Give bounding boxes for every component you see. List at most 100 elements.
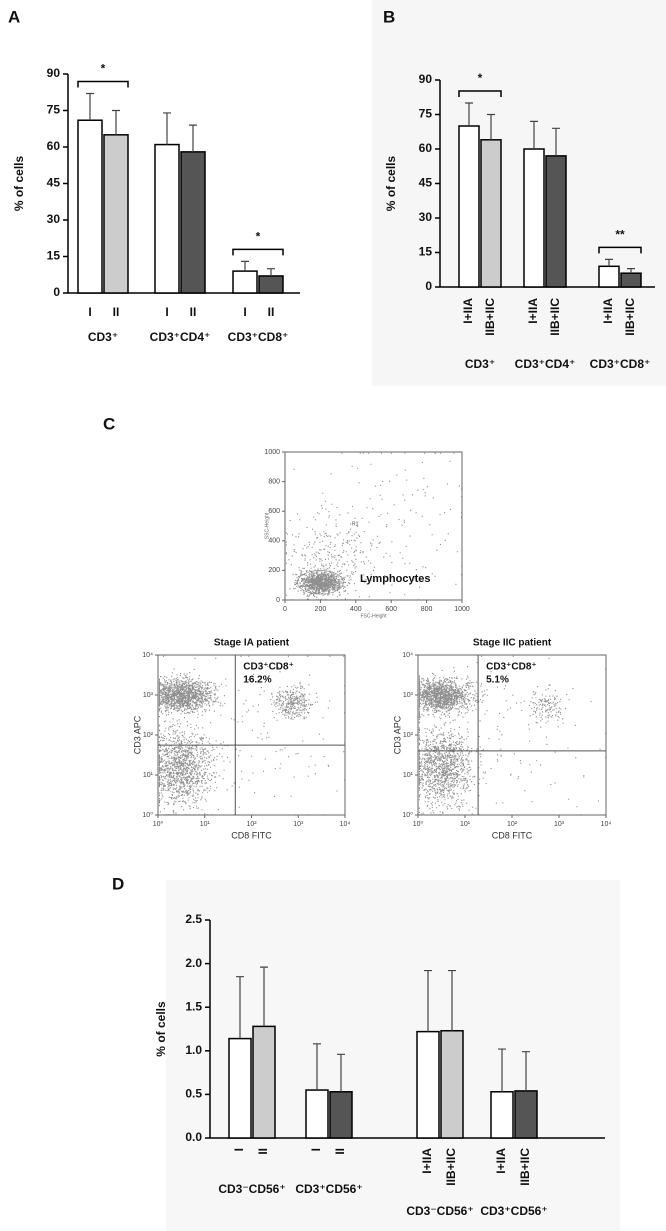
error-bar — [236, 976, 244, 1039]
error-bar — [86, 92, 94, 121]
bar-label: I — [88, 305, 91, 319]
x-tick-label: 10⁴ — [340, 821, 351, 828]
x-tick-label: 10² — [507, 821, 518, 828]
panel-letter: C — [103, 414, 115, 433]
plot-title: Stage IA patient — [214, 638, 290, 649]
panel-background — [372, 0, 666, 386]
x-tick-label: 10⁴ — [601, 821, 612, 828]
bar-label: I+IIA — [461, 298, 475, 324]
group-label: CD3⁺CD4⁺ — [515, 357, 576, 371]
y-tick-label: 600 — [268, 508, 280, 515]
bar — [620, 272, 642, 288]
y-tick-label: 15 — [419, 245, 433, 259]
x-axis-label: FSC-Height — [360, 613, 387, 619]
bar — [252, 1025, 276, 1139]
x-axis-label: CD8 FITC — [231, 830, 272, 840]
error-bar — [163, 112, 171, 145]
y-tick-label: 75 — [419, 107, 433, 121]
error-bar — [448, 969, 456, 1031]
error-bar — [267, 268, 275, 276]
gate-region — [297, 570, 344, 595]
y-tick-label: 45 — [419, 176, 433, 190]
bar — [258, 275, 284, 294]
error-bar — [487, 113, 495, 140]
y-tick-label: 200 — [268, 567, 280, 574]
bar-label: II — [190, 305, 197, 319]
bar — [440, 1029, 464, 1139]
bar-label: IIB+IIC — [483, 298, 497, 336]
x-tick-label: 400 — [350, 606, 362, 613]
event-cloud — [285, 452, 463, 601]
bar-label: I+IIA — [601, 298, 615, 324]
y-tick-label: 10⁰ — [402, 811, 413, 819]
error-bar — [498, 1048, 506, 1092]
y-tick-label: 0.0 — [185, 1130, 202, 1144]
bar — [514, 1090, 538, 1139]
significance-bracket — [458, 90, 502, 97]
group-label: CD3⁺CD8⁺ — [590, 357, 651, 371]
y-tick-label: 2.5 — [185, 912, 202, 926]
y-tick-label: 10² — [143, 732, 154, 739]
x-tick-label: 10³ — [554, 821, 565, 828]
error-bar — [189, 124, 197, 152]
y-tick-label: 45 — [47, 176, 61, 190]
x-tick-label: 10² — [246, 821, 257, 828]
bar — [490, 1091, 514, 1139]
group-label: CD3⁺CD56⁺ — [480, 1204, 547, 1218]
bar-label: II — [256, 1148, 270, 1155]
bar — [545, 155, 567, 288]
y-tick-label: 10⁰ — [142, 811, 153, 819]
x-tick-label: 600 — [385, 606, 397, 613]
significance-label: * — [101, 62, 106, 76]
y-tick-label: 2.0 — [185, 956, 202, 970]
y-tick-label: 60 — [47, 139, 61, 153]
y-tick-label: 30 — [419, 210, 433, 224]
y-tick-label: 0 — [53, 285, 60, 299]
bar-label: I — [309, 1148, 323, 1151]
x-tick-label: 0 — [283, 606, 287, 613]
bar — [416, 1030, 440, 1139]
error-bar — [313, 1043, 321, 1091]
y-tick-label: 10¹ — [403, 772, 414, 779]
x-tick-label: 10¹ — [200, 821, 211, 828]
error-bar — [465, 102, 473, 126]
event-cloud — [418, 655, 607, 816]
x-tick-label: 10⁰ — [153, 820, 164, 828]
error-bar — [260, 966, 268, 1027]
panel-letter: D — [112, 874, 124, 893]
y-tick-label: 1.5 — [185, 999, 202, 1013]
y-axis-label: SSC-Height — [264, 512, 270, 539]
error-bar — [530, 120, 538, 149]
quadrant-label: CD3⁺CD8⁺ — [486, 662, 537, 673]
y-tick-label: 10⁴ — [142, 652, 153, 659]
plot-title: Stage IIC patient — [473, 638, 552, 649]
y-axis-label: CD3 APC — [132, 715, 142, 754]
bar-label: IIB+IIC — [518, 1148, 532, 1186]
bar — [480, 139, 502, 288]
gate-label: R1 — [352, 521, 359, 527]
x-tick-label: 10³ — [293, 821, 304, 828]
bar-label: II — [113, 305, 120, 319]
y-tick-label: 90 — [419, 72, 433, 86]
bar — [458, 125, 480, 288]
bar-label: I — [243, 305, 246, 319]
y-axis-label: % of cells — [154, 1001, 168, 1057]
bar-label: I — [232, 1148, 246, 1151]
error-bar — [241, 260, 249, 272]
y-tick-label: 10² — [403, 732, 414, 739]
group-label: CD3⁺CD4⁺ — [150, 330, 211, 344]
error-bar — [424, 969, 432, 1032]
quadrant-label: CD3⁺CD8⁺ — [243, 662, 294, 673]
bar-label: I+IIA — [526, 298, 540, 324]
plot-frame — [284, 451, 463, 601]
bar-label: I — [165, 305, 168, 319]
bar — [305, 1089, 329, 1139]
population-label: Lymphocytes — [360, 573, 431, 585]
y-tick-label: 1.0 — [185, 1043, 202, 1057]
significance-label: * — [256, 230, 261, 244]
significance-label: * — [478, 71, 483, 85]
x-tick-label: 10¹ — [460, 821, 471, 828]
y-tick-label: 10⁴ — [402, 652, 413, 659]
y-tick-label: 1000 — [264, 449, 280, 456]
